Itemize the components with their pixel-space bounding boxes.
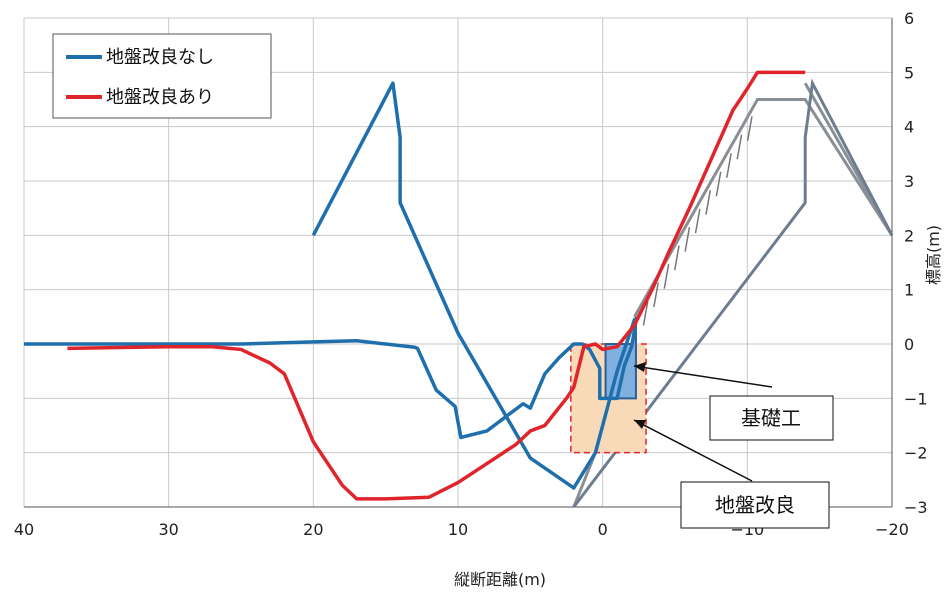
hatch-line [642, 300, 649, 326]
callout-foundation-label: 基礎工 [741, 406, 801, 430]
y-tick-label: 3 [904, 172, 914, 191]
y-tick-label: −3 [904, 498, 928, 517]
y-tick-label: 4 [904, 118, 914, 137]
callout-foundation-arrow [633, 365, 773, 388]
hatch-line [705, 190, 712, 215]
hatch-line [726, 153, 732, 178]
legend-label-no-improvement: 地盤改良なし [106, 47, 214, 68]
legend: 地盤改良なし 地盤改良あり [52, 33, 272, 119]
y-tick-label: 6 [904, 9, 914, 28]
hatch-line [663, 263, 670, 289]
callout-improvement-arrow [633, 419, 753, 482]
y-tick-label: 5 [904, 63, 914, 82]
hatch-line [653, 282, 659, 308]
callout-foundation: 基礎工 [633, 362, 834, 441]
x-tick-label: 10 [448, 520, 468, 539]
hatch-line [746, 116, 753, 141]
x-tick-label: 40 [14, 520, 34, 539]
hatch-line [694, 208, 701, 234]
x-tick-label: 0 [598, 520, 608, 539]
series-line-0 [24, 81, 637, 490]
hatch-line [736, 134, 743, 160]
series-lines [24, 70, 806, 501]
hatch-line [684, 227, 691, 252]
y-tick-label: 0 [904, 335, 914, 354]
callout-improvement-arrowhead [634, 420, 646, 429]
x-tick-label: −20 [875, 520, 909, 539]
callout-improvement-box [680, 481, 830, 529]
callout-improvement: 地盤改良 [633, 419, 830, 529]
embankment-outline [633, 98, 894, 318]
legend-label-with-improvement: 地盤改良あり [106, 87, 214, 108]
callout-improvement-label: 地盤改良 [715, 493, 795, 517]
y-tick-label: 2 [904, 226, 914, 245]
hatch-line [715, 171, 722, 197]
y-tick-labels: −3 −2 −1 0 1 2 3 4 5 6 [904, 9, 928, 517]
y-axis-title: 標高(m) [924, 225, 943, 285]
callout-foundation-box [709, 395, 834, 441]
x-axis-title: 縦断距離(m) [454, 570, 546, 589]
series-line-1 [67, 70, 806, 501]
y-tick-label: −1 [904, 389, 928, 408]
x-tick-labels: 40 30 20 10 0 −10 −20 [14, 520, 909, 539]
x-tick-label: 20 [303, 520, 323, 539]
x-tick-label: 30 [158, 520, 178, 539]
y-tick-label: 1 [904, 281, 914, 300]
callout-foundation-arrowhead [634, 362, 646, 372]
y-tick-label: −2 [904, 444, 928, 463]
legend-box [52, 33, 272, 119]
hatch-line [673, 245, 680, 271]
slip-outline [572, 78, 894, 508]
